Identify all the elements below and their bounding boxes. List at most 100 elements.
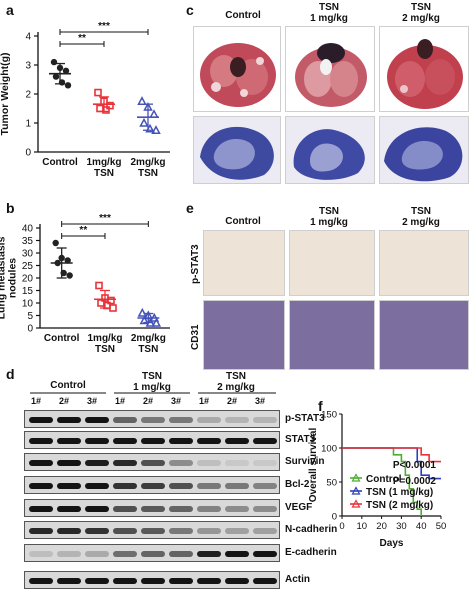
blot-row (24, 476, 280, 494)
panel-e-label: e (186, 200, 194, 216)
y-tick-label: 150 (321, 410, 337, 421)
y-tick-label: 4 (25, 32, 31, 43)
blot-band (197, 483, 221, 489)
data-point (109, 304, 117, 312)
data-point (64, 257, 71, 264)
x-tick-label: 0 (339, 521, 344, 532)
data-point (145, 317, 156, 327)
data-point (94, 88, 102, 97)
lane-label: 3# (255, 396, 266, 406)
blot-band (113, 417, 137, 423)
blot-band (141, 417, 165, 423)
blot-band (113, 460, 137, 466)
ihc-pstat3-tsn-2mg (379, 230, 469, 296)
x-tick-label: 50 (436, 521, 447, 532)
lane-label: 3# (171, 396, 182, 406)
sig-label: ** (78, 33, 86, 44)
legend-label: TSN (2 mg/kg) (366, 500, 433, 511)
blot-band (141, 551, 165, 557)
survival-curve (342, 447, 422, 516)
survival-curve (342, 447, 441, 480)
p-value-label: P=0.0002 (393, 476, 437, 487)
blot-band (85, 578, 109, 584)
blot-band (225, 438, 249, 444)
blot-row (24, 431, 280, 449)
lane-label: 1# (31, 396, 42, 406)
data-point (54, 259, 61, 267)
blot-band (29, 528, 53, 534)
x-tick-label: 2mg/kg (130, 157, 165, 168)
blot-band (169, 528, 193, 534)
blot-band (29, 417, 53, 423)
data-point (62, 67, 70, 75)
y-axis-label: Lung metastasisnodules (0, 236, 19, 319)
p-value-label: P<0.0001 (393, 460, 437, 471)
blot-band (253, 506, 277, 512)
ihc-pstat3-tsn-1mg (289, 230, 375, 296)
data-point (66, 272, 73, 279)
blot-group-tsn2: TSN 2 mg/kg (217, 371, 255, 393)
blot-band (169, 578, 193, 584)
ihc-cd31-tsn-1mg (289, 300, 375, 370)
data-point (58, 79, 66, 86)
x-tick-label: 20 (376, 521, 387, 532)
ihc-cd31-control (203, 300, 285, 370)
blot-band (197, 528, 221, 534)
x-tick-label: 1mg/kg (87, 333, 122, 344)
y-tick-label: 15 (22, 286, 34, 297)
blot-band (57, 551, 81, 557)
blot-band (29, 483, 53, 489)
blot-band (57, 528, 81, 534)
legend-label: Control (366, 474, 402, 485)
blot-band (113, 578, 137, 584)
blot-band (197, 438, 221, 444)
panel-d-label: d (6, 366, 15, 382)
data-point (151, 317, 162, 327)
x-tick-label: Control (42, 157, 78, 168)
blot-band (141, 438, 165, 444)
data-point (50, 58, 58, 66)
panel-e-header-tsn1: TSN 1 mg/kg (310, 206, 348, 228)
blot-protein-label: Bcl-2 (285, 479, 310, 490)
blot-band (253, 483, 277, 489)
legend-label: TSN (1 mg/kg) (366, 487, 433, 498)
data-point (60, 269, 67, 277)
x-tick-label: TSN (94, 168, 114, 179)
lane-label: 2# (227, 396, 238, 406)
x-tick-label: TSN (138, 168, 158, 179)
blot-band (141, 528, 165, 534)
blot-group-tsn1: TSN 1 mg/kg (133, 371, 171, 393)
blot-band (29, 578, 53, 584)
blot-row (24, 499, 280, 517)
y-tick-label: 2 (25, 90, 31, 101)
blot-band (253, 417, 277, 423)
y-tick-label: 35 (22, 236, 34, 247)
blot-band (29, 460, 53, 466)
blot-band (253, 578, 277, 584)
blot-band (85, 551, 109, 557)
y-tick-label: 0 (27, 324, 33, 335)
blot-band (197, 506, 221, 512)
legend-marker (351, 499, 361, 508)
lane-label: 2# (143, 396, 154, 406)
blot-band (197, 460, 221, 466)
blot-row (24, 544, 280, 562)
panel-e-header-control: Control (225, 216, 261, 227)
data-point (52, 239, 59, 247)
data-point (56, 64, 64, 72)
blot-band (169, 438, 193, 444)
lung-image-tsn-1mg (285, 26, 375, 112)
data-point (100, 97, 108, 106)
legend-marker (351, 473, 361, 482)
data-point (137, 96, 147, 105)
data-point (149, 109, 159, 119)
data-point (137, 307, 148, 317)
he-image-tsn-1mg (285, 116, 375, 184)
blot-band (57, 483, 81, 489)
data-point (95, 281, 103, 290)
blot-row (24, 521, 280, 539)
data-point (64, 82, 72, 89)
y-tick-label: 100 (321, 444, 337, 455)
sig-label: ** (79, 225, 87, 236)
